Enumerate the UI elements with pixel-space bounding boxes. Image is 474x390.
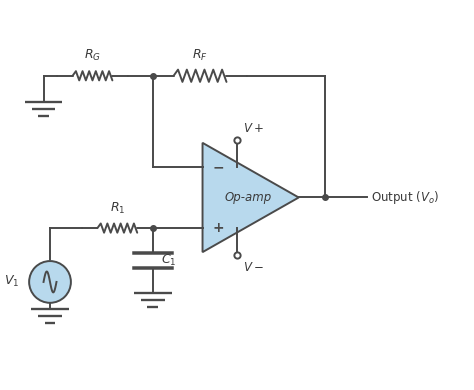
Text: $R_G$: $R_G$ bbox=[84, 48, 101, 63]
Text: $C_1$: $C_1$ bbox=[161, 253, 177, 268]
Circle shape bbox=[29, 261, 71, 303]
Text: +: + bbox=[212, 221, 224, 235]
Polygon shape bbox=[202, 143, 299, 252]
Text: $R_F$: $R_F$ bbox=[192, 48, 208, 63]
Text: $V-$: $V-$ bbox=[243, 261, 264, 275]
Text: $R_1$: $R_1$ bbox=[109, 200, 125, 216]
Text: $V+$: $V+$ bbox=[243, 122, 264, 135]
Text: $V_1$: $V_1$ bbox=[4, 275, 19, 289]
Text: Output $(V_o)$: Output $(V_o)$ bbox=[371, 189, 439, 206]
Text: −: − bbox=[212, 160, 224, 174]
Text: Op-amp: Op-amp bbox=[224, 191, 272, 204]
